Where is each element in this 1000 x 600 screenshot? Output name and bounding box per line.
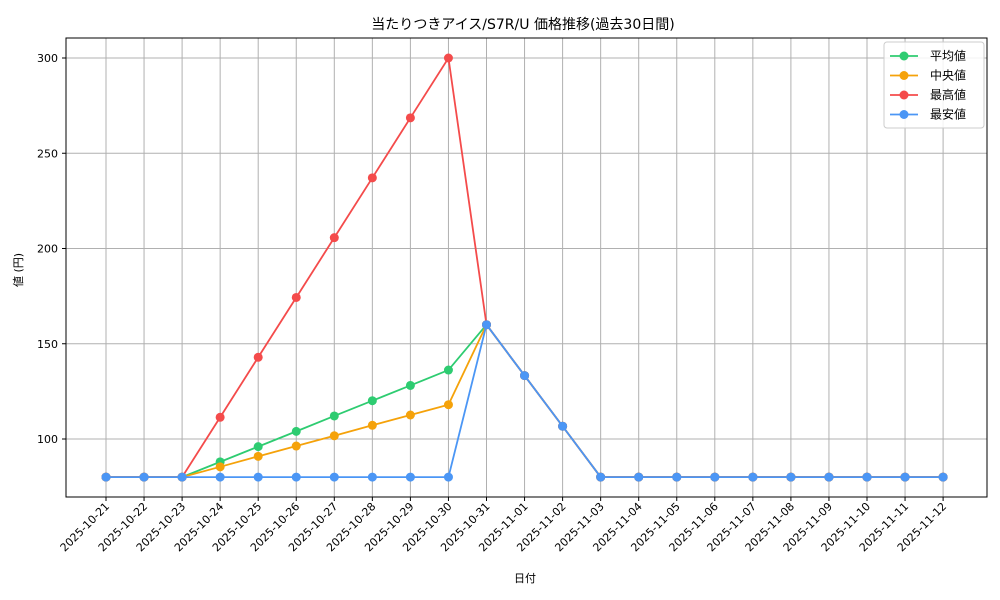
data-point (139, 472, 149, 482)
data-point (748, 472, 758, 482)
data-point (405, 410, 415, 420)
data-point (443, 472, 453, 482)
data-point (291, 292, 301, 302)
data-point (215, 462, 225, 472)
x-axis-label: 日付 (514, 572, 536, 585)
data-point (672, 472, 682, 482)
legend-label: 最高値 (930, 87, 966, 102)
grid-lines (66, 38, 987, 497)
data-point (520, 371, 530, 381)
plot-area-frame (65, 37, 988, 498)
x-axis: 2025-10-212025-10-222025-10-232025-10-24… (58, 497, 949, 554)
data-point (215, 472, 225, 482)
data-point (329, 233, 339, 243)
data-point (596, 472, 606, 482)
data-point (443, 365, 453, 375)
data-point (443, 53, 453, 63)
chart-title: 当たりつきアイス/S7R/U 価格推移(過去30日間) (371, 17, 674, 33)
data-point (900, 472, 910, 482)
data-point (253, 442, 263, 452)
data-series (101, 53, 948, 482)
data-point (367, 472, 377, 482)
legend-marker-icon (899, 51, 909, 61)
data-point (558, 421, 568, 431)
legend-label: 中央値 (930, 68, 966, 83)
data-point (443, 400, 453, 410)
data-point (482, 320, 491, 330)
legend-label: 最安値 (930, 107, 966, 122)
data-point (291, 441, 301, 451)
y-axis: 100 150 200 250 300 (37, 52, 66, 446)
y-tick-label: 200 (37, 243, 58, 256)
y-axis-label: 値 (円) (12, 253, 25, 287)
data-point (329, 411, 339, 421)
data-point (405, 113, 415, 123)
data-point (101, 472, 111, 482)
data-point (786, 472, 796, 482)
data-point (634, 472, 644, 482)
data-point (215, 412, 225, 422)
data-point (367, 173, 377, 183)
data-point (367, 396, 377, 406)
data-point (253, 451, 263, 461)
data-point (253, 352, 263, 362)
data-point (405, 472, 415, 482)
y-tick-label: 250 (37, 147, 58, 160)
legend-box (883, 41, 985, 129)
data-point (253, 472, 263, 482)
data-point (329, 431, 339, 441)
data-point (291, 472, 301, 482)
data-point (177, 472, 187, 482)
legend-marker-icon (899, 90, 909, 100)
y-tick-label: 300 (37, 52, 58, 65)
data-point (405, 380, 415, 390)
data-point (329, 472, 339, 482)
data-point (710, 472, 720, 482)
data-point (824, 472, 834, 482)
legend-marker-icon (899, 110, 909, 119)
data-point (367, 420, 377, 430)
legend-marker-icon (899, 71, 909, 80)
series-3 (101, 320, 948, 482)
data-point (862, 472, 872, 482)
y-tick-label: 150 (37, 338, 58, 351)
y-tick-label: 100 (37, 433, 58, 446)
data-point (291, 426, 301, 436)
legend-label: 平均値 (930, 48, 966, 63)
data-point (938, 472, 948, 482)
